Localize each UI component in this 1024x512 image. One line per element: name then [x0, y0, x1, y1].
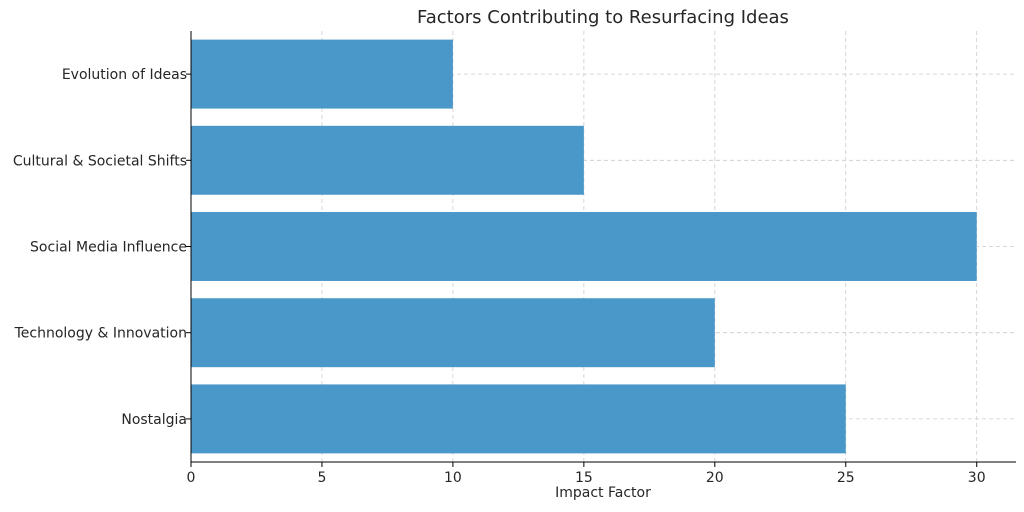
x-tick-label: 25 [837, 470, 855, 486]
bar [191, 39, 453, 109]
y-tick-label: Technology & Innovation [14, 326, 187, 342]
y-tick-label: Cultural & Societal Shifts [13, 153, 187, 169]
bar [191, 298, 715, 368]
x-tick-label: 0 [187, 470, 196, 486]
x-ticks: 0 5 10 15 20 25 30 [187, 462, 986, 486]
x-tick-label: 15 [575, 470, 593, 486]
x-tick-label: 10 [444, 470, 462, 486]
bars-layer [191, 39, 977, 454]
y-tick-label: Nostalgia [121, 412, 187, 428]
chart-title: Factors Contributing to Resurfacing Idea… [417, 7, 789, 28]
x-tick-label: 20 [706, 470, 724, 486]
y-tick-label: Evolution of Ideas [62, 67, 187, 83]
x-axis-label: Impact Factor [555, 485, 651, 501]
x-tick-label: 30 [968, 470, 986, 486]
y-tick-label: Social Media Influence [30, 240, 187, 256]
y-ticks: Nostalgia Technology & Innovation Social M… [13, 67, 191, 428]
bar [191, 384, 846, 454]
bar [191, 212, 977, 281]
x-tick-label: 5 [317, 470, 326, 486]
bar [191, 125, 584, 195]
